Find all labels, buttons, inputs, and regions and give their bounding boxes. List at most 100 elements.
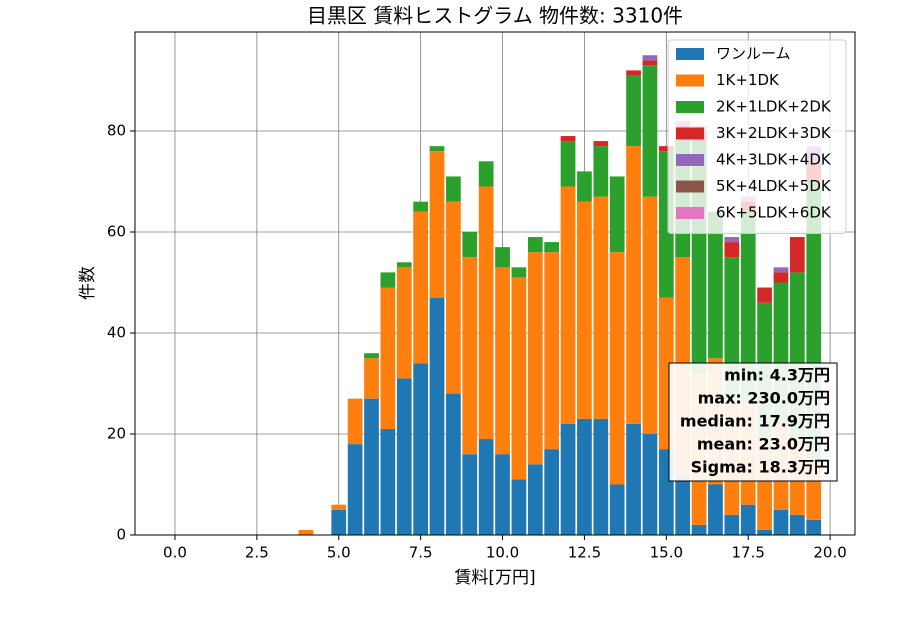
bar bbox=[560, 136, 576, 142]
plot-frame bbox=[134, 31, 856, 536]
legend-label: 5K+4LDK+5DK bbox=[716, 177, 832, 195]
legend-label: 6K+5LDK+6DK bbox=[716, 204, 832, 222]
legend-box bbox=[667, 39, 847, 234]
x-tick-label: 7.5 bbox=[409, 544, 433, 562]
bar bbox=[708, 211, 723, 359]
bar bbox=[478, 186, 494, 440]
stats-line: max: 230.0万円 bbox=[698, 389, 830, 408]
y-tick-label: 20 bbox=[107, 424, 126, 442]
bar bbox=[527, 464, 543, 535]
legend-label: 3K+2LDK+3DK bbox=[716, 124, 832, 142]
chart-title: 目黒区 賃料ヒストグラム 物件数: 3310件 bbox=[307, 4, 683, 28]
legend-swatch bbox=[676, 207, 704, 219]
bar bbox=[560, 186, 576, 424]
x-tick-label: 15.0 bbox=[650, 544, 683, 562]
bar bbox=[413, 201, 429, 212]
bar bbox=[446, 393, 461, 535]
legend-label: 1K+1DK bbox=[716, 71, 780, 89]
legend-label: 2K+1LDK+2DK bbox=[716, 98, 832, 116]
bar bbox=[364, 398, 379, 535]
bar bbox=[724, 514, 740, 535]
x-tick-label: 5.0 bbox=[327, 544, 351, 562]
x-tick-label: 20.0 bbox=[813, 544, 846, 562]
y-tick-label: 80 bbox=[107, 121, 126, 139]
legend-swatch bbox=[676, 180, 704, 193]
bar bbox=[609, 252, 625, 485]
bar bbox=[462, 257, 478, 455]
bar bbox=[429, 146, 445, 152]
bar bbox=[462, 454, 478, 535]
bar bbox=[478, 439, 494, 535]
bar bbox=[364, 358, 379, 399]
legend: ワンルーム 1K+1DK 2K+1LDK+2DK 3K+2LDK+3DK 4K+3LDK… bbox=[667, 39, 847, 234]
bar bbox=[511, 479, 527, 535]
legend-swatch bbox=[676, 154, 704, 166]
bar bbox=[347, 398, 363, 445]
bar bbox=[593, 196, 609, 419]
bar bbox=[757, 287, 772, 303]
bar bbox=[478, 161, 494, 187]
x-axis-label: 賃料[万円] bbox=[454, 568, 535, 588]
bar bbox=[691, 524, 707, 535]
bar bbox=[658, 146, 674, 152]
bar bbox=[708, 484, 723, 535]
bar bbox=[626, 423, 641, 535]
stats-line: mean: 23.0万円 bbox=[697, 435, 830, 454]
bar bbox=[773, 267, 789, 273]
stats-frame bbox=[668, 362, 838, 482]
legend-label: 4K+3LDK+4DK bbox=[716, 151, 832, 169]
bar bbox=[364, 353, 379, 359]
bar bbox=[446, 201, 461, 394]
bar bbox=[740, 504, 756, 535]
bar bbox=[495, 267, 510, 455]
stats-line: median: 17.9万円 bbox=[680, 412, 830, 431]
bar bbox=[380, 272, 396, 288]
legend-swatch bbox=[676, 101, 704, 113]
bar bbox=[757, 529, 772, 535]
x-tick-label: 0.0 bbox=[163, 544, 187, 562]
bar bbox=[626, 75, 641, 147]
bar bbox=[429, 297, 445, 535]
bar bbox=[724, 242, 740, 258]
bar bbox=[298, 529, 314, 535]
bar bbox=[560, 141, 576, 187]
bar bbox=[446, 176, 461, 202]
bar bbox=[331, 509, 347, 535]
x-tick-label: 17.5 bbox=[732, 544, 765, 562]
bar bbox=[577, 201, 592, 419]
bar bbox=[609, 176, 625, 253]
legend-swatch bbox=[676, 127, 704, 140]
legend-label: ワンルーム bbox=[716, 45, 791, 63]
bar bbox=[347, 444, 363, 535]
bar bbox=[560, 423, 576, 535]
bar bbox=[593, 146, 609, 197]
bar bbox=[380, 287, 396, 429]
y-tick-label: 40 bbox=[107, 323, 126, 341]
bar bbox=[396, 262, 412, 268]
bar bbox=[789, 514, 805, 535]
legend-swatch bbox=[676, 74, 704, 87]
stats-line: Sigma: 18.3万円 bbox=[691, 458, 830, 477]
bar bbox=[495, 454, 510, 535]
bar bbox=[577, 418, 592, 535]
x-tick-label: 2.5 bbox=[245, 544, 269, 562]
bar bbox=[331, 504, 347, 510]
bar bbox=[642, 196, 658, 434]
y-axis-label: 件数 bbox=[78, 266, 98, 300]
bar bbox=[511, 267, 527, 278]
bar bbox=[675, 474, 691, 535]
bar bbox=[413, 211, 429, 364]
bar bbox=[593, 141, 609, 147]
bar bbox=[642, 65, 658, 197]
bar bbox=[806, 519, 822, 535]
x-tick-label: 12.5 bbox=[568, 544, 601, 562]
bar bbox=[380, 428, 396, 535]
bar bbox=[413, 363, 429, 535]
bar bbox=[642, 433, 658, 535]
bar bbox=[511, 277, 527, 480]
bar bbox=[577, 171, 592, 202]
bar bbox=[626, 70, 641, 76]
bar bbox=[544, 252, 560, 450]
bar bbox=[429, 151, 445, 298]
